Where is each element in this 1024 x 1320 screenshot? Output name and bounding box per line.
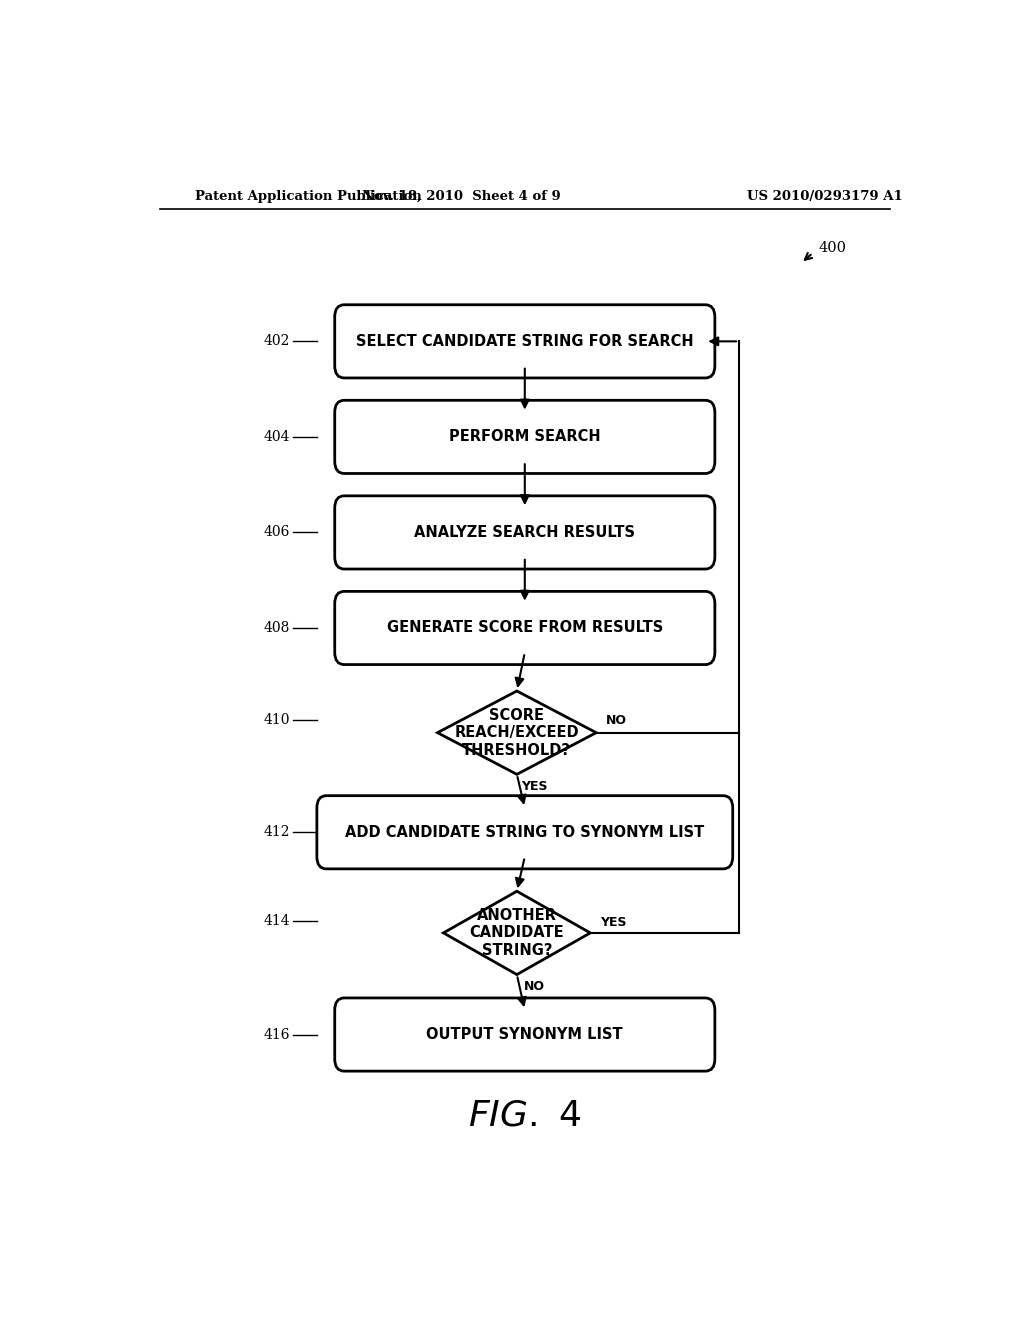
Text: GENERATE SCORE FROM RESULTS: GENERATE SCORE FROM RESULTS xyxy=(387,620,663,635)
Text: $\mathit{FIG.}$ $\mathit{4}$: $\mathit{FIG.}$ $\mathit{4}$ xyxy=(468,1098,582,1133)
Text: 416: 416 xyxy=(263,1027,290,1041)
Text: SELECT CANDIDATE STRING FOR SEARCH: SELECT CANDIDATE STRING FOR SEARCH xyxy=(356,334,693,348)
Text: ADD CANDIDATE STRING TO SYNONYM LIST: ADD CANDIDATE STRING TO SYNONYM LIST xyxy=(345,825,705,840)
Text: ANOTHER
CANDIDATE
STRING?: ANOTHER CANDIDATE STRING? xyxy=(470,908,564,958)
Text: Nov. 18, 2010  Sheet 4 of 9: Nov. 18, 2010 Sheet 4 of 9 xyxy=(361,190,561,202)
FancyBboxPatch shape xyxy=(335,591,715,664)
Text: NO: NO xyxy=(524,979,545,993)
Text: 402: 402 xyxy=(263,334,290,348)
Text: 412: 412 xyxy=(263,825,290,840)
FancyBboxPatch shape xyxy=(335,305,715,378)
Text: ANALYZE SEARCH RESULTS: ANALYZE SEARCH RESULTS xyxy=(415,525,635,540)
Text: SCORE
REACH/EXCEED
THRESHOLD?: SCORE REACH/EXCEED THRESHOLD? xyxy=(455,708,580,758)
Polygon shape xyxy=(437,690,596,775)
Text: 414: 414 xyxy=(263,913,290,928)
FancyBboxPatch shape xyxy=(335,998,715,1071)
Text: YES: YES xyxy=(600,916,627,929)
Text: NO: NO xyxy=(606,714,627,727)
Text: YES: YES xyxy=(521,780,548,793)
Text: 406: 406 xyxy=(263,525,290,540)
Text: OUTPUT SYNONYM LIST: OUTPUT SYNONYM LIST xyxy=(426,1027,624,1041)
Text: Patent Application Publication: Patent Application Publication xyxy=(196,190,422,202)
Text: 410: 410 xyxy=(263,714,290,727)
Text: PERFORM SEARCH: PERFORM SEARCH xyxy=(449,429,601,445)
Text: US 2010/0293179 A1: US 2010/0293179 A1 xyxy=(748,190,903,202)
Text: 408: 408 xyxy=(263,620,290,635)
Text: 404: 404 xyxy=(263,430,290,444)
FancyBboxPatch shape xyxy=(316,796,733,869)
FancyBboxPatch shape xyxy=(335,400,715,474)
FancyBboxPatch shape xyxy=(335,496,715,569)
Text: 400: 400 xyxy=(818,240,847,255)
Polygon shape xyxy=(443,891,590,974)
